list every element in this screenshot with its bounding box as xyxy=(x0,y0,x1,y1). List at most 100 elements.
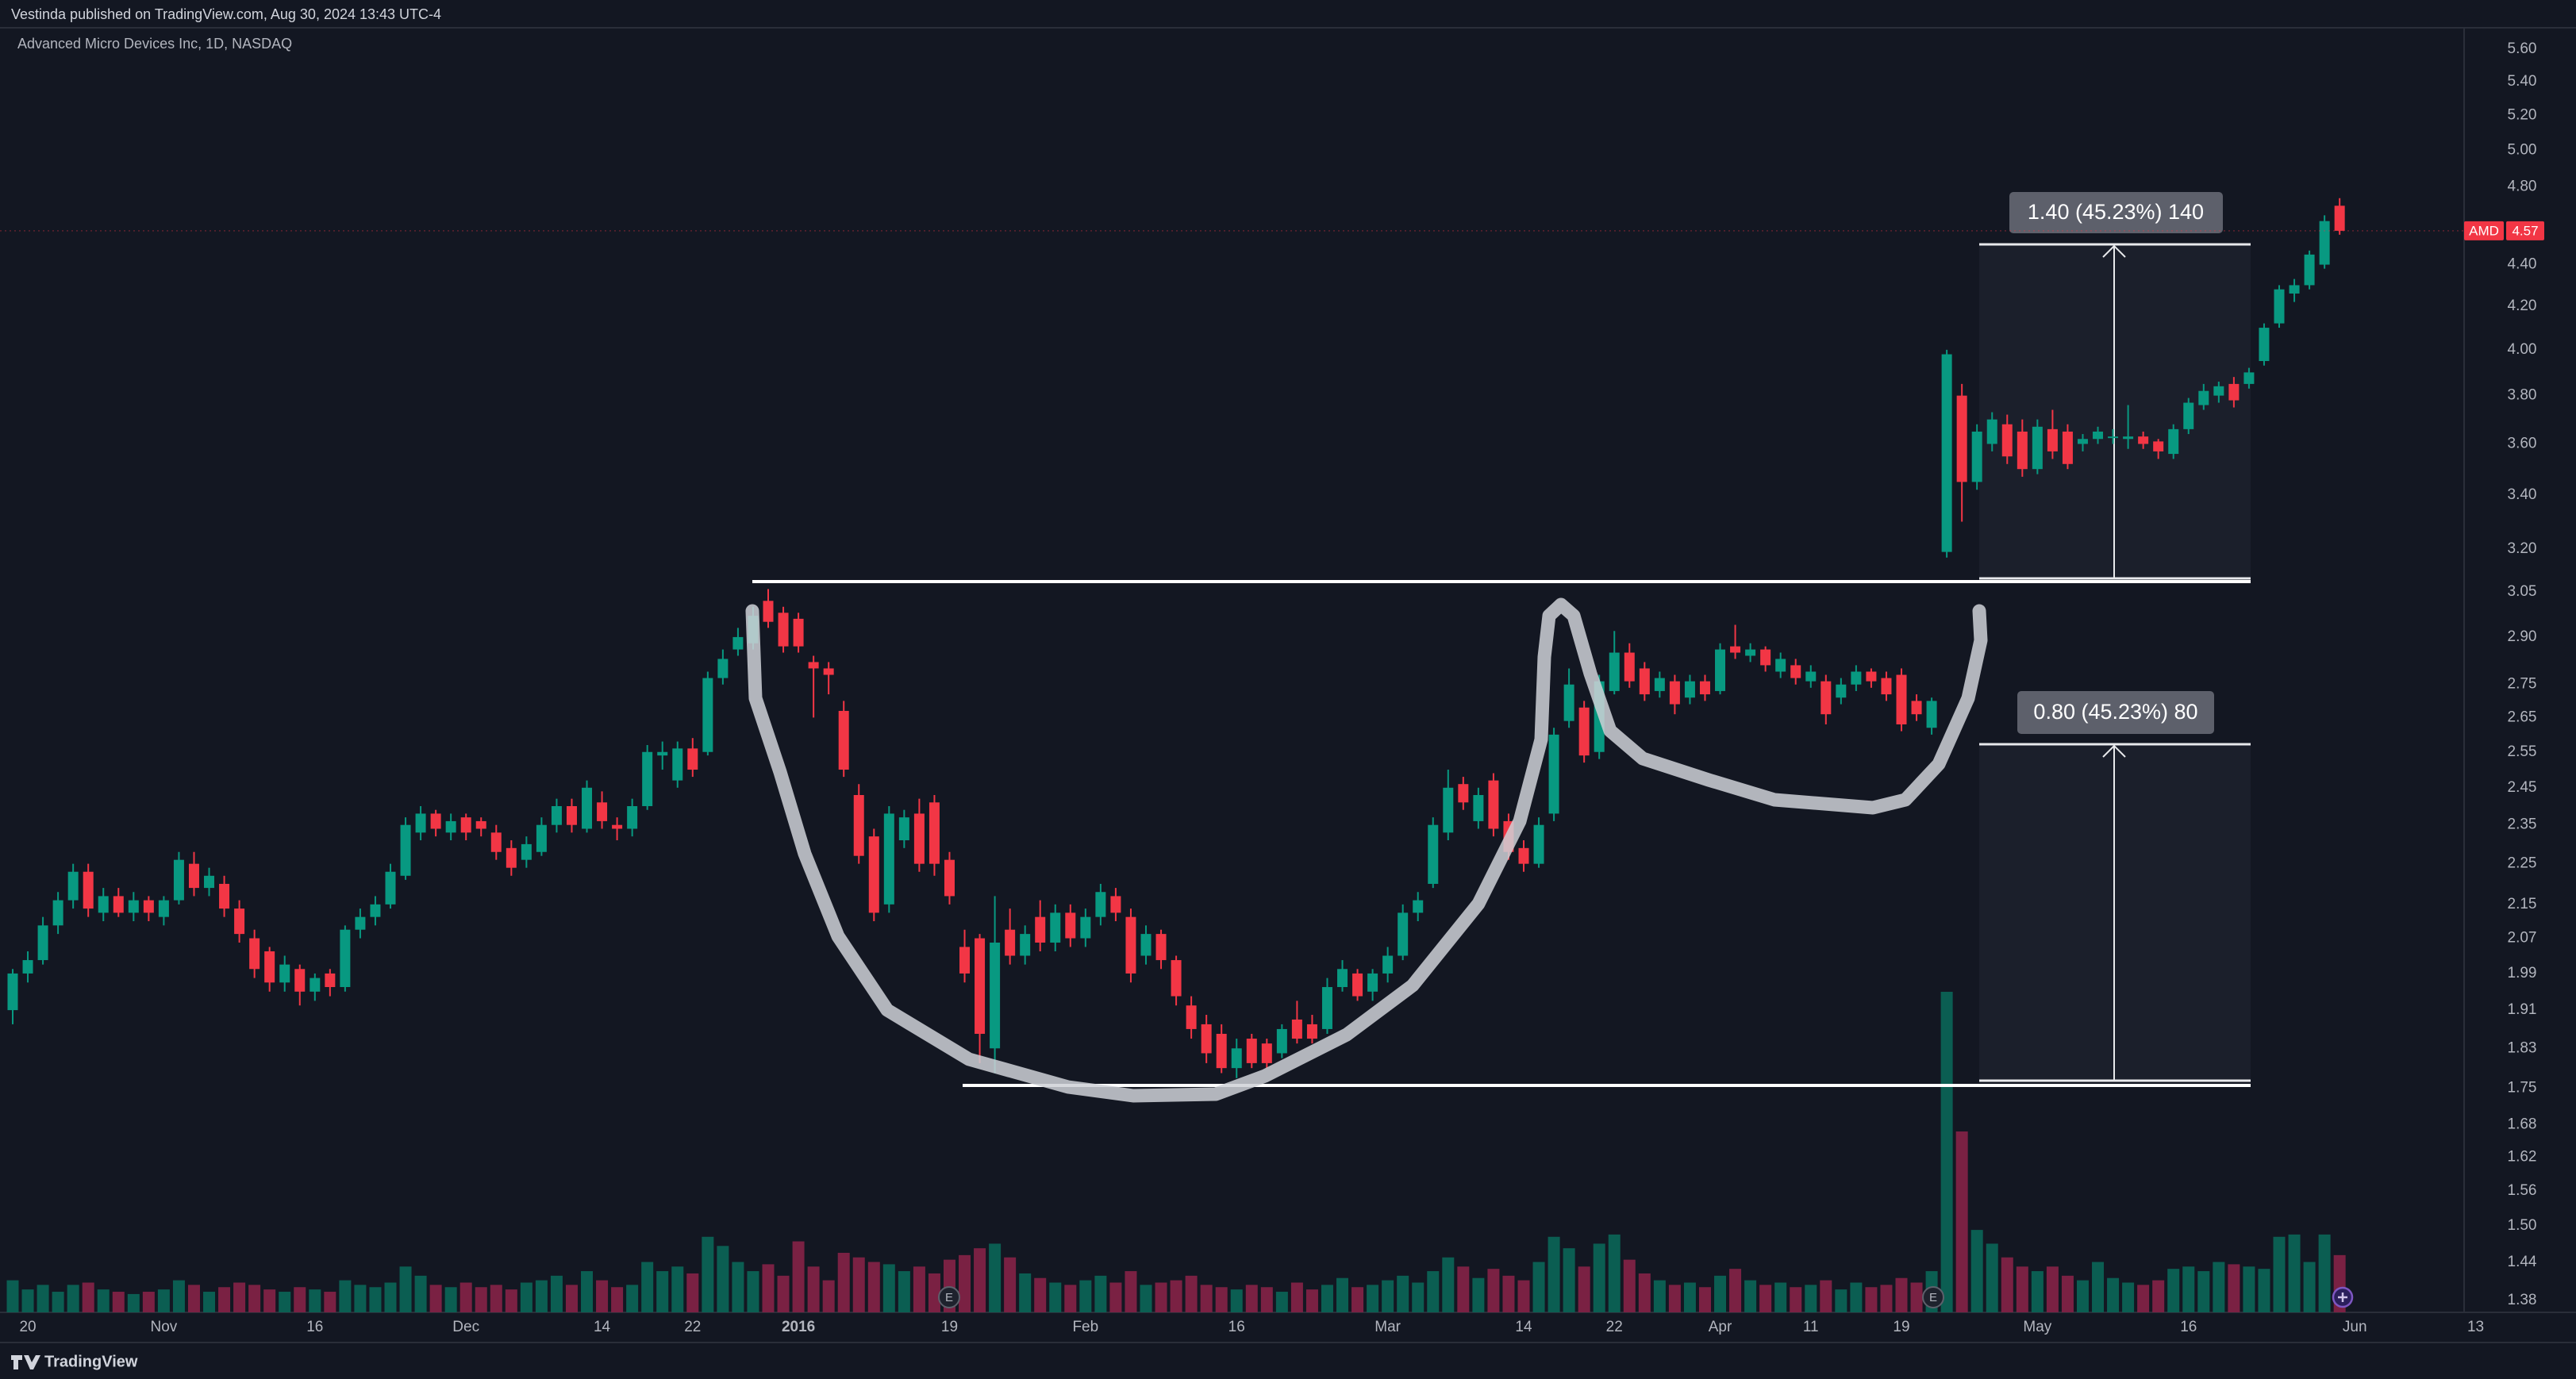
volume-bar xyxy=(1774,1282,1787,1312)
x-tick-label: 16 xyxy=(1228,1319,1245,1335)
candle-body xyxy=(1578,707,1590,756)
volume-bar xyxy=(1412,1282,1424,1312)
volume-bar xyxy=(2182,1266,2195,1312)
volume-bar xyxy=(233,1282,246,1312)
candle-body xyxy=(2093,431,2104,440)
candle-body xyxy=(234,908,245,935)
volume-bar xyxy=(1970,1230,1983,1312)
volume-bar xyxy=(279,1292,291,1312)
volume-bar xyxy=(324,1292,336,1312)
x-tick-label: Mar xyxy=(1375,1319,1401,1335)
volume-bar xyxy=(248,1285,261,1312)
candle-body xyxy=(2047,428,2058,451)
x-tick-label: 19 xyxy=(1893,1319,1909,1335)
volume-bar xyxy=(2243,1266,2255,1312)
y-tick-label: 1.75 xyxy=(2508,1080,2537,1097)
candle-body xyxy=(1035,916,1046,943)
candle-body xyxy=(1775,659,1786,672)
volume-bar xyxy=(1004,1257,1017,1312)
volume-bar xyxy=(1683,1282,1696,1312)
volume-bar xyxy=(1094,1275,1107,1312)
y-tick-label: 2.35 xyxy=(2508,816,2537,833)
volume-bar xyxy=(837,1252,850,1312)
candle-body xyxy=(1639,668,1650,695)
candle-body xyxy=(98,896,109,913)
candle-body xyxy=(1745,649,1756,656)
volume-bar xyxy=(505,1289,517,1312)
volume-bar xyxy=(717,1246,729,1312)
volume-bar xyxy=(2046,1266,2059,1312)
candle-body xyxy=(1715,649,1726,691)
earnings-label: E xyxy=(945,1291,953,1304)
volume-bar xyxy=(2197,1271,2210,1312)
candle-body xyxy=(1080,916,1091,939)
volume-bar xyxy=(1109,1282,1122,1312)
volume-bar xyxy=(1714,1275,1727,1312)
candle-body xyxy=(1458,784,1469,803)
candle-body xyxy=(173,859,184,901)
volume-bar xyxy=(82,1282,94,1312)
volume-bar xyxy=(1698,1287,1711,1312)
candle-body xyxy=(2289,285,2300,294)
x-tick-label: Jun xyxy=(2343,1319,2367,1335)
candle-body xyxy=(944,859,955,897)
volume-bar xyxy=(565,1285,578,1312)
volume-bar xyxy=(1125,1271,1137,1312)
volume-bar xyxy=(1593,1243,1605,1312)
volume-bar xyxy=(2107,1277,2120,1312)
volume-bar xyxy=(550,1275,563,1312)
candle-body xyxy=(2243,372,2255,384)
volume-bar xyxy=(1064,1285,1077,1312)
candle-body xyxy=(52,900,63,926)
volume-bar xyxy=(626,1285,639,1312)
candle-body xyxy=(219,883,230,909)
x-tick-label: Feb xyxy=(1072,1319,1098,1335)
drawings xyxy=(752,243,2251,1087)
candle-body xyxy=(2259,328,2270,362)
volume-bar xyxy=(2303,1262,2316,1312)
volume-bar xyxy=(656,1271,669,1312)
x-tick-label: 2016 xyxy=(782,1319,815,1335)
candle-body xyxy=(1473,795,1484,821)
volume-bar xyxy=(384,1282,397,1312)
candle-body xyxy=(1699,681,1710,695)
measure-label-box xyxy=(2017,691,2214,734)
candle-body xyxy=(1065,912,1076,939)
candle-body xyxy=(1155,934,1167,961)
candle-body xyxy=(83,871,94,909)
volume-bar xyxy=(1578,1266,1590,1312)
x-tick-label: 14 xyxy=(594,1319,611,1335)
earnings-marker[interactable] xyxy=(938,1286,960,1308)
volume-bar xyxy=(1034,1277,1047,1312)
publish-header: Vestinda published on TradingView.com, A… xyxy=(11,6,441,22)
x-tick-label: 22 xyxy=(684,1319,701,1335)
candle-body xyxy=(113,896,124,913)
candle-body xyxy=(445,820,456,833)
y-tick-label: 1.83 xyxy=(2508,1039,2537,1056)
volume-bar xyxy=(1759,1285,1772,1312)
volume-bar xyxy=(2228,1264,2240,1312)
candle-body xyxy=(1216,1033,1227,1069)
candle-body xyxy=(597,802,608,821)
tradingview-logo-text: TradingView xyxy=(44,1353,138,1370)
volume-bar xyxy=(1200,1285,1213,1312)
last-price-label: 4.57 xyxy=(2512,223,2538,238)
candle-body xyxy=(657,751,668,756)
volume-bar xyxy=(1019,1273,1032,1312)
candle-body xyxy=(204,875,215,889)
earnings-marker[interactable] xyxy=(1922,1286,1944,1308)
x-tick-label: 22 xyxy=(1606,1319,1623,1335)
candle-body xyxy=(808,662,819,669)
y-tick-label: 2.25 xyxy=(2508,855,2537,872)
y-tick-label: 3.20 xyxy=(2508,540,2537,557)
volume-bar xyxy=(2001,1257,2013,1312)
candle-body xyxy=(1125,916,1136,974)
volume-bar xyxy=(475,1287,487,1312)
volume-bar xyxy=(1049,1282,1062,1312)
x-tick-label: May xyxy=(2023,1319,2051,1335)
volume-bar xyxy=(1472,1277,1485,1312)
volume-bar xyxy=(1744,1280,1757,1312)
candle-body xyxy=(1971,431,1982,482)
y-tick-label: 3.40 xyxy=(2508,486,2537,503)
candle-body xyxy=(1382,955,1394,974)
